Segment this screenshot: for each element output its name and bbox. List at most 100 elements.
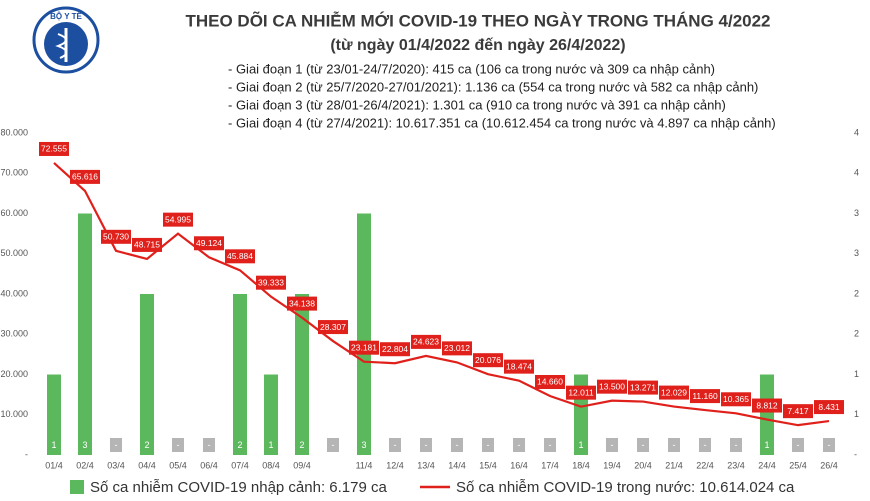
value-label: 48.715 [134, 240, 160, 250]
x-tick-label: 23/4 [727, 460, 745, 470]
bar-label-box [420, 438, 432, 452]
bar-label-box [668, 438, 680, 452]
bar-label: - [177, 440, 180, 450]
value-label: 12.011 [568, 387, 594, 397]
bar-label: - [115, 440, 118, 450]
bar-label: 1 [578, 440, 583, 450]
value-label-box [225, 249, 255, 264]
value-label-box [39, 141, 69, 156]
value-label: 34.138 [289, 298, 315, 308]
bar-label: - [704, 440, 707, 450]
x-tick-label: 04/4 [138, 460, 156, 470]
value-label-box [628, 380, 658, 395]
value-label-box [287, 296, 317, 311]
value-label: 8.812 [756, 400, 778, 410]
bar-label-box [823, 438, 835, 452]
value-label: 13.271 [630, 382, 656, 392]
bar-label-box [358, 438, 370, 452]
value-label: 12.029 [661, 387, 687, 397]
value-label-box [690, 389, 720, 404]
bar-label-box [451, 438, 463, 452]
bar-label: - [394, 440, 397, 450]
x-tick-label: 11/4 [356, 460, 373, 470]
bar [264, 374, 278, 455]
bar [140, 294, 154, 455]
bar-label: 1 [268, 440, 273, 450]
value-label-box [380, 342, 410, 357]
bar-label-box [79, 438, 91, 452]
value-label-box [535, 374, 565, 389]
bar-label: - [487, 440, 490, 450]
logo: BỘ Y TẾ [32, 6, 100, 74]
bar-label-box [699, 438, 711, 452]
y-tick-label: 50.000 [0, 248, 28, 258]
x-tick-label: 19/4 [603, 460, 621, 470]
bar-label-box [606, 438, 618, 452]
annotation: - Giai đoạn 1 (từ 23/01-24/7/2020): 415 … [228, 61, 715, 76]
bar-label-box [482, 438, 494, 452]
value-label-box [163, 212, 193, 227]
y2-tick-label: 3 [854, 248, 859, 258]
bar-label: - [549, 440, 552, 450]
value-label-box [752, 398, 782, 413]
value-label-box [132, 237, 162, 252]
x-tick-label: 18/4 [572, 460, 590, 470]
bar [357, 213, 371, 455]
bar [47, 374, 61, 455]
bar-label-box [544, 438, 556, 452]
bar-label: 2 [299, 440, 304, 450]
y-tick-label: 80.000 [0, 127, 28, 137]
bar-label-box [141, 438, 153, 452]
value-label: 28.307 [320, 322, 346, 332]
value-label: 11.160 [692, 391, 718, 401]
x-tick-label: 13/4 [417, 460, 435, 470]
bar-label: - [456, 440, 459, 450]
annotation: - Giai đoạn 4 (từ 27/4/2021): 10.617.351… [228, 115, 776, 130]
x-tick-label: 15/4 [479, 460, 497, 470]
bar [78, 213, 92, 455]
value-label: 7.417 [787, 406, 809, 416]
bar-label: - [332, 440, 335, 450]
x-tick-label: 08/4 [262, 460, 280, 470]
value-label-box [349, 340, 379, 355]
value-label: 18.474 [506, 361, 532, 371]
bar-label: 1 [51, 440, 56, 450]
y2-tick-label: - [854, 449, 857, 459]
value-label: 72.555 [41, 144, 67, 154]
bar-label-box [792, 438, 804, 452]
bar-label-box [761, 438, 773, 452]
bar-label-box [265, 438, 277, 452]
value-label-box [101, 229, 131, 244]
chart-title: THEO DÕI CA NHIỄM MỚI COVID-19 THEO NGÀY… [185, 10, 770, 30]
y2-tick-label: 4 [854, 168, 859, 178]
x-tick-label: 12/4 [386, 460, 404, 470]
bar-label-box [296, 438, 308, 452]
value-label: 39.333 [258, 277, 284, 287]
y-tick-label: - [25, 449, 28, 459]
bar-label: - [208, 440, 211, 450]
bar-label: - [518, 440, 521, 450]
value-label: 50.730 [103, 232, 129, 242]
value-label: 65.616 [72, 172, 98, 182]
bar-label-box [389, 438, 401, 452]
bar-label-box [234, 438, 246, 452]
value-label-box [318, 320, 348, 335]
bar-label: - [425, 440, 428, 450]
value-label: 24.623 [413, 337, 439, 347]
value-label-box [70, 169, 100, 184]
bar [760, 374, 774, 455]
bar-label: - [611, 440, 614, 450]
value-label: 54.995 [165, 214, 191, 224]
bar-label: - [642, 440, 645, 450]
bar-label-box [203, 438, 215, 452]
value-label: 49.124 [196, 238, 222, 248]
value-label-box [473, 353, 503, 368]
value-label-box [721, 392, 751, 407]
x-tick-label: 16/4 [510, 460, 528, 470]
y-tick-label: 70.000 [0, 168, 28, 178]
y-tick-label: 20.000 [0, 369, 28, 379]
annotation: - Giai đoạn 2 (từ 25/7/2020-27/01/2021):… [228, 79, 758, 94]
bar-label: 3 [82, 440, 87, 450]
value-label: 23.181 [351, 342, 377, 352]
